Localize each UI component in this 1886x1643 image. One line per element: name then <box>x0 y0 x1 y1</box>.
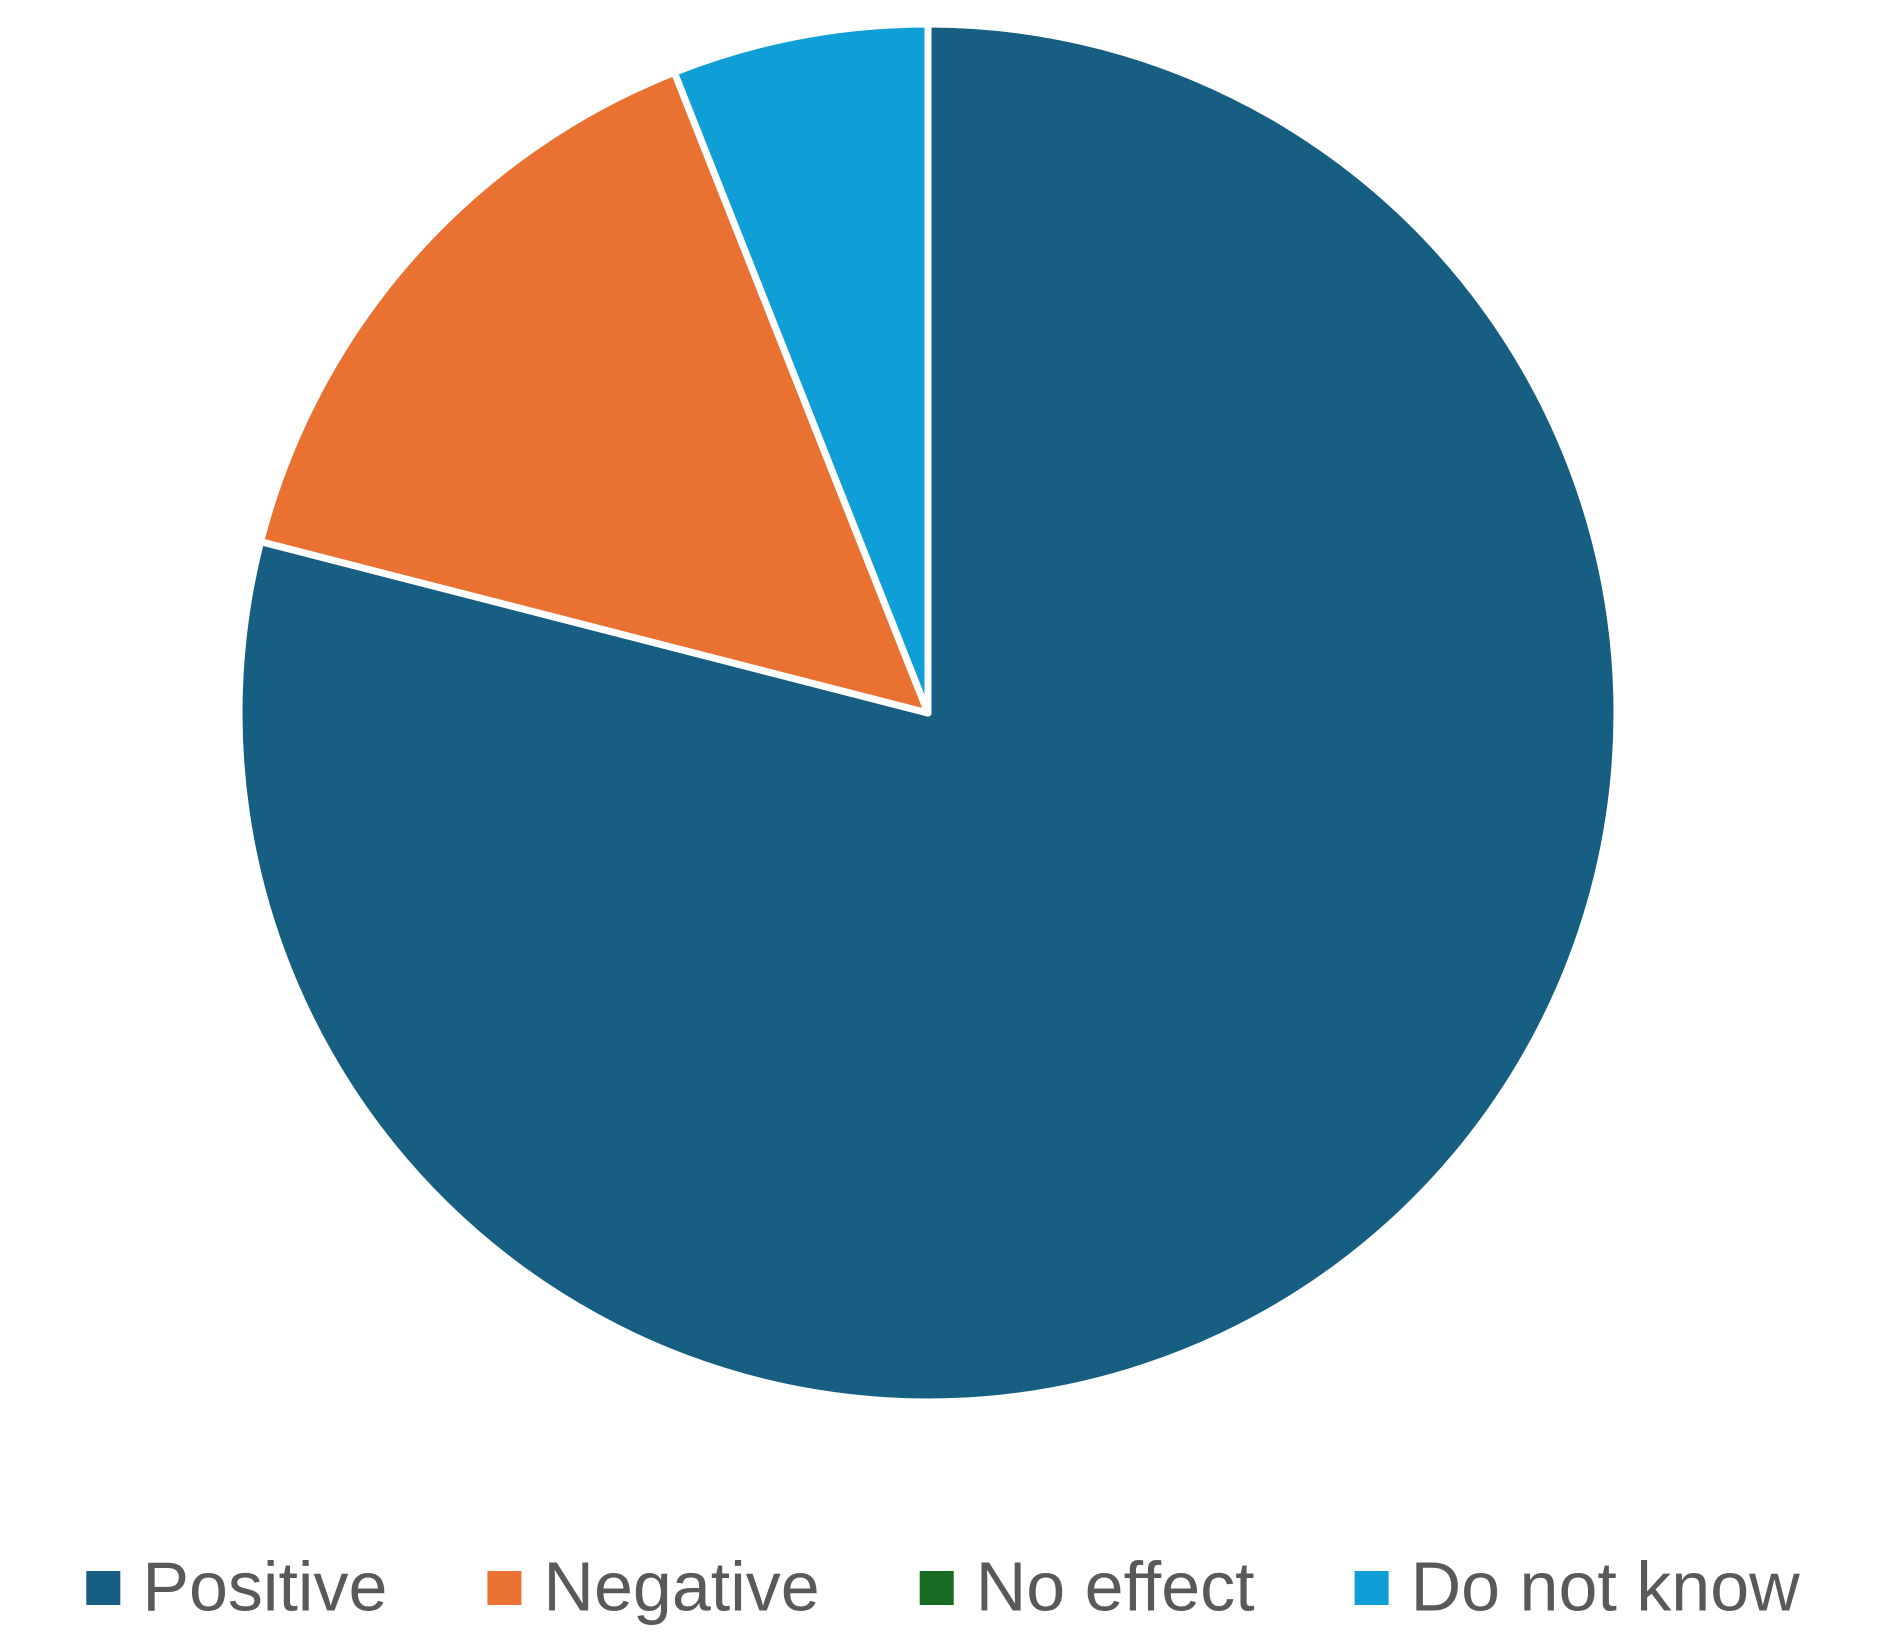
pie-slice <box>670 20 932 717</box>
legend-label: No effect <box>976 1547 1255 1625</box>
legend-label: Positive <box>142 1547 387 1625</box>
pie-slice <box>257 68 932 717</box>
legend-swatch <box>1354 1571 1389 1605</box>
legend-label: Do not know <box>1411 1547 1801 1625</box>
legend-swatch <box>86 1571 121 1605</box>
pie-slice <box>235 20 1621 1406</box>
legend-swatch <box>919 1571 954 1605</box>
legend-swatch <box>487 1571 522 1605</box>
legend-label: Negative <box>543 1547 819 1625</box>
